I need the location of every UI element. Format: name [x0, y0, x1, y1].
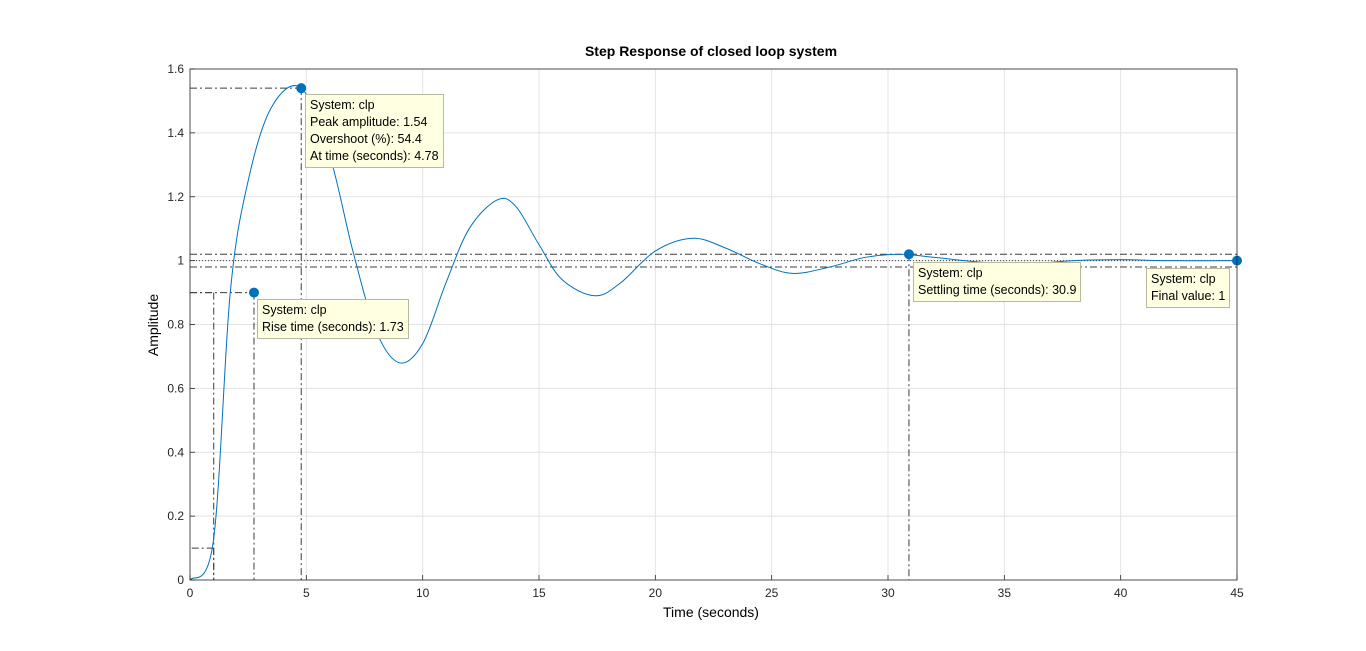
datatip-final-value: Final value: 1: [1151, 289, 1226, 303]
y-tick-label: 0: [177, 573, 184, 587]
datatip-peak-system: System: clp: [310, 98, 375, 112]
x-tick-label: 10: [416, 586, 430, 600]
settling-marker: [903, 249, 914, 260]
datatip-settling-time: Settling time (seconds): 30.9: [918, 283, 1077, 297]
y-tick-label: 1.2: [167, 190, 184, 204]
x-tick-label: 20: [649, 586, 663, 600]
characteristic-markers: [248, 83, 1242, 298]
y-tick-label: 1: [177, 254, 184, 268]
datatip-settling-system: System: clp: [918, 266, 983, 280]
y-tick-label: 0.6: [167, 381, 184, 395]
x-tick-label: 35: [998, 586, 1012, 600]
datatip-settling[interactable]: System: clp Settling time (seconds): 30.…: [913, 262, 1082, 302]
rise-marker: [248, 287, 259, 298]
datatip-final[interactable]: System: clp Final value: 1: [1146, 268, 1231, 308]
axes-box: [189, 68, 1238, 581]
x-axis-label: Time (seconds): [663, 604, 759, 620]
y-tick-label: 0.8: [167, 318, 184, 332]
datatip-peak-overshoot: Overshoot (%): 54.4: [310, 132, 422, 146]
datatip-peak-time: At time (seconds): 4.78: [310, 149, 439, 163]
step-response-line: [189, 85, 1238, 581]
peak-marker: [296, 83, 307, 94]
x-tick-label: 15: [532, 586, 546, 600]
datatip-final-system: System: clp: [1151, 272, 1216, 286]
x-tick-label: 45: [1230, 586, 1244, 600]
datatip-rise[interactable]: System: clp Rise time (seconds): 1.73: [257, 299, 409, 339]
datatip-rise-time: Rise time (seconds): 1.73: [262, 320, 404, 334]
x-tick-label: 0: [187, 586, 194, 600]
y-tick-label: 0.4: [167, 445, 184, 459]
chart-title: Step Response of closed loop system: [585, 43, 837, 59]
y-tick-labels: 0 0.2 0.4 0.6 0.8 1 1.2 1.4 1.6: [167, 62, 184, 587]
y-tick-label: 0.2: [167, 509, 184, 523]
x-tick-label: 25: [765, 586, 779, 600]
x-tick-labels: 0 5 10 15 20 25 30 35 40 45: [187, 586, 1244, 600]
datatip-peak[interactable]: System: clp Peak amplitude: 1.54 Oversho…: [305, 94, 444, 168]
datatip-peak-amplitude: Peak amplitude: 1.54: [310, 115, 428, 129]
x-tick-label: 40: [1114, 586, 1128, 600]
datatip-rise-system: System: clp: [262, 303, 327, 317]
x-tick-label: 5: [303, 586, 310, 600]
y-tick-label: 1.6: [167, 62, 184, 76]
y-tick-label: 1.4: [167, 126, 184, 140]
y-axis-label: Amplitude: [145, 294, 161, 356]
x-tick-label: 30: [881, 586, 895, 600]
